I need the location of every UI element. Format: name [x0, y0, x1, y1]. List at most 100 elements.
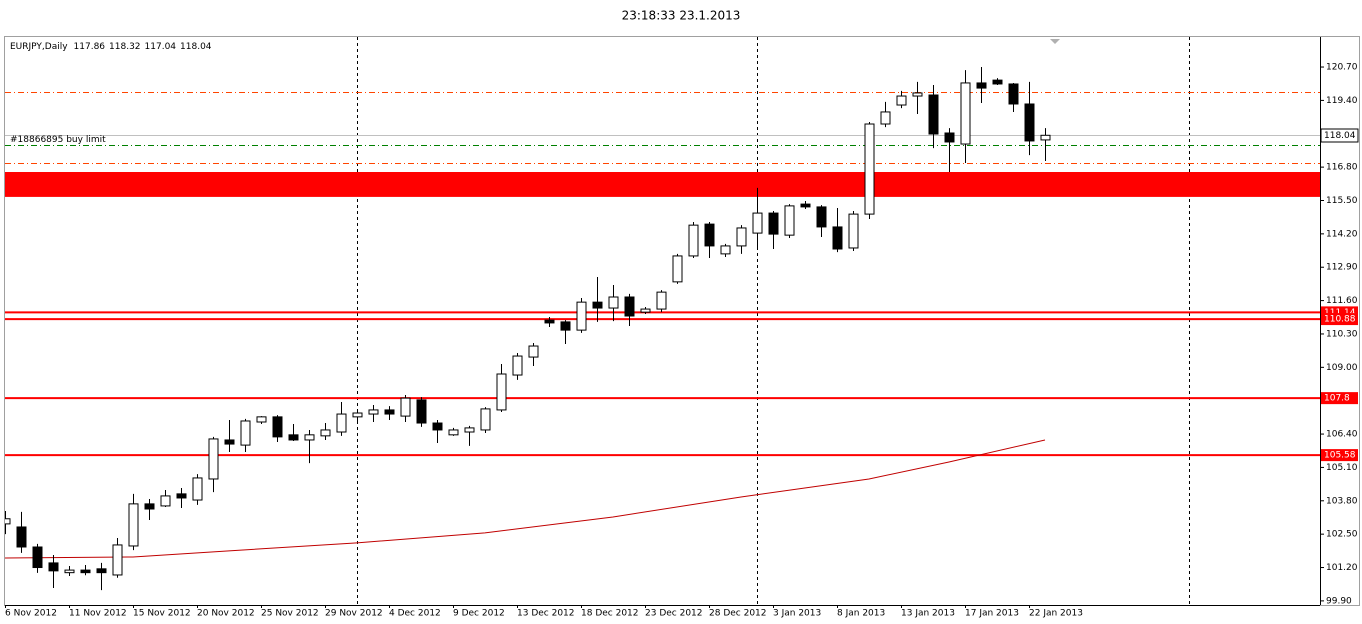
- candle-body: [368, 409, 379, 415]
- header-value: 118.32: [109, 42, 141, 52]
- candle-body: [896, 95, 907, 106]
- candle-body: [800, 203, 811, 208]
- candle-body: [96, 568, 107, 574]
- x-tick-label: 13 Jan 2013: [901, 609, 955, 619]
- candle-body: [128, 503, 139, 547]
- candle-body: [400, 397, 411, 417]
- x-tick-label: 3 Jan 2013: [773, 609, 821, 619]
- y-tick-label: 116.80: [1326, 163, 1358, 173]
- candle-body: [960, 82, 971, 145]
- zone: [5, 172, 1320, 197]
- y-tick-label: 110.30: [1326, 329, 1358, 339]
- y-tick-label: 105.10: [1326, 463, 1358, 473]
- bid-box: [1320, 128, 1359, 143]
- y-tick-label: 101.20: [1326, 563, 1358, 573]
- candle-body: [752, 212, 763, 234]
- level-label: 105.58: [1324, 451, 1356, 461]
- plot: [5, 67, 1320, 591]
- y-tick-label: 99.90: [1326, 596, 1352, 606]
- y-tick-label: 106.40: [1326, 430, 1358, 440]
- candle-body: [528, 345, 539, 358]
- y-tick-label: 111.60: [1326, 296, 1358, 306]
- candle-body: [80, 569, 91, 574]
- candle-body: [864, 123, 875, 215]
- candle-body: [16, 526, 27, 548]
- x-tick-label: 13 Dec 2012: [517, 609, 575, 619]
- level-box: [1321, 392, 1358, 405]
- order-label: #18866895 buy limit: [10, 135, 106, 145]
- candle-body: [352, 412, 363, 418]
- candle-body: [992, 79, 1003, 85]
- candle-body: [848, 213, 859, 249]
- candle-body: [608, 296, 619, 309]
- chart-title: 23:18:33 23.1.2013: [622, 9, 741, 23]
- candle-body: [656, 291, 667, 310]
- candle-body: [48, 562, 59, 572]
- candle-body: [512, 355, 523, 376]
- level-label: 107.8: [1324, 394, 1350, 404]
- x-tick-label: 20 Nov 2012: [197, 609, 255, 619]
- candle-body: [704, 223, 715, 247]
- candle-body: [976, 82, 987, 89]
- candle-body: [912, 92, 923, 97]
- x-tick-label: 22 Jan 2013: [1029, 609, 1083, 619]
- candle-body: [416, 399, 427, 424]
- candle-body: [560, 321, 571, 331]
- candle-body: [624, 296, 635, 317]
- candle-body: [576, 301, 587, 331]
- x-tick-label: 6 Nov 2012: [5, 609, 57, 619]
- x-tick-label: 18 Dec 2012: [581, 609, 639, 619]
- candle-body: [928, 94, 939, 135]
- candle-body: [112, 544, 123, 576]
- moving-average: [5, 439, 1046, 559]
- candle-body: [768, 212, 779, 235]
- y-tick-label: 114.20: [1326, 229, 1358, 239]
- y-tick-label: 115.50: [1326, 196, 1358, 206]
- candle-body: [784, 205, 795, 236]
- bid-label: 118.04: [1324, 131, 1356, 141]
- candle-body: [304, 434, 315, 441]
- x-tick-label: 8 Jan 2013: [837, 609, 885, 619]
- level-label: 111.14: [1324, 308, 1356, 318]
- candle-body: [320, 429, 331, 437]
- candle-body: [1008, 83, 1019, 105]
- x-tick-label: 4 Dec 2012: [389, 609, 441, 619]
- x-tick-label: 15 Nov 2012: [133, 609, 191, 619]
- y-tick-label: 120.70: [1326, 63, 1358, 73]
- candle-body: [272, 416, 283, 438]
- level-box: [1321, 449, 1358, 462]
- candle-body: [688, 224, 699, 257]
- candle-body: [432, 422, 443, 431]
- candle-body: [224, 439, 235, 445]
- candle-body: [480, 408, 491, 431]
- candle-body: [880, 111, 891, 125]
- candle-body: [736, 227, 747, 247]
- header-value: 117.86: [74, 42, 106, 52]
- header-value: EURJPY,Daily: [10, 42, 68, 52]
- y-tick-label: 102.50: [1326, 530, 1358, 540]
- x-tick-label: 9 Dec 2012: [453, 609, 505, 619]
- candle-body: [240, 420, 251, 446]
- candle-body: [640, 308, 651, 313]
- candle-body: [448, 429, 459, 436]
- x-tick-label: 25 Nov 2012: [261, 609, 319, 619]
- candle-body: [160, 495, 171, 507]
- y-tick-label: 112.90: [1326, 263, 1358, 273]
- candle-body: [384, 409, 395, 415]
- candle-body: [720, 245, 731, 255]
- candle-body: [1024, 103, 1035, 142]
- candle-body: [816, 206, 827, 228]
- candle-body: [832, 226, 843, 250]
- candle-body: [64, 569, 75, 574]
- level-label: 110.88: [1324, 315, 1356, 325]
- candle-body: [192, 477, 203, 501]
- x-tick-label: 23 Dec 2012: [645, 609, 703, 619]
- candle-body: [176, 493, 187, 499]
- level-box: [1321, 313, 1358, 326]
- header-value: 118.04: [180, 42, 212, 52]
- candle-body: [544, 319, 555, 324]
- candle-body: [208, 438, 219, 480]
- period-separators: [357, 37, 1190, 605]
- y-tick-label: 109.00: [1326, 363, 1358, 373]
